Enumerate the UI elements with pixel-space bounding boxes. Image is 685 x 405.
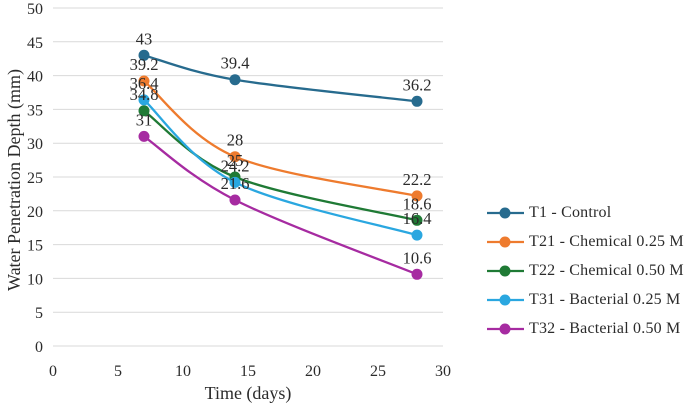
legend-label: T21 - Chemical 0.25 M	[529, 232, 684, 250]
legend-line-marker-icon	[487, 207, 524, 218]
legend-item: T31 - Bacterial 0.25 M	[486, 289, 684, 310]
legend-line-marker-icon	[487, 236, 524, 247]
data-label: 25	[227, 151, 244, 170]
data-point	[411, 214, 423, 226]
y-tick-label: 5	[35, 305, 43, 322]
data-point	[138, 49, 150, 61]
data-point	[411, 268, 423, 280]
gridlines-layer	[53, 7, 443, 347]
legend-item: T22 - Chemical 0.50 M	[486, 260, 684, 281]
data-point	[411, 229, 423, 241]
x-tick-label: 5	[114, 363, 122, 380]
data-point	[229, 176, 241, 188]
data-label: 21.6	[221, 174, 250, 193]
legend-item: T21 - Chemical 0.25 M	[486, 231, 684, 252]
data-point	[138, 94, 150, 106]
y-tick-label: 15	[27, 238, 43, 255]
y-tick-label: 40	[27, 69, 43, 86]
x-tick-label: 0	[49, 363, 57, 380]
data-label: 34.8	[130, 85, 159, 104]
x-tick-label: 25	[370, 363, 386, 380]
y-tick-label: 45	[27, 35, 43, 52]
y-tick-label: 30	[27, 136, 43, 153]
data-label: 18.6	[403, 194, 432, 213]
data-point	[229, 74, 241, 86]
data-point	[411, 95, 423, 107]
y-tick-label: 35	[27, 102, 43, 119]
y-tick-label: 25	[27, 170, 43, 187]
data-point	[138, 105, 150, 117]
data-label: 43	[136, 29, 153, 48]
series-line	[142, 109, 419, 222]
data-label: 36.4	[130, 74, 159, 93]
data-label: 31	[136, 110, 153, 129]
data-label: 16.4	[403, 209, 432, 228]
data-labels-layer: 43 39.4 36.2 39.2 28 22.2 34.8 25 18.6 36.4 24.2 16…	[130, 29, 432, 267]
series-line	[142, 135, 419, 276]
y-tick-label: 20	[27, 204, 43, 221]
series-layer	[138, 49, 423, 280]
x-tick-label: 20	[305, 363, 321, 380]
x-tick-label: 10	[175, 363, 191, 380]
series-line	[142, 79, 419, 198]
y-tick-label: 10	[27, 271, 43, 288]
data-label: 10.6	[403, 248, 432, 267]
series-line	[142, 54, 419, 103]
legend-item: T32 - Bacterial 0.50 M	[486, 318, 684, 339]
data-label: 22.2	[403, 170, 432, 189]
data-label: 28	[227, 131, 244, 150]
legend-item: T1 - Control	[486, 202, 684, 223]
x-tick-label: 30	[435, 363, 451, 380]
data-label: 39.4	[221, 54, 250, 73]
data-point	[229, 194, 241, 206]
data-point	[411, 190, 423, 202]
y-axis-title: Water Penetration Depth (mm)	[4, 69, 25, 291]
data-label: 39.2	[130, 55, 159, 74]
data-point	[229, 151, 241, 163]
legend-line-marker-icon	[487, 294, 524, 305]
legend-line-marker-icon	[487, 323, 524, 334]
x-axis-title: Time (days)	[205, 383, 292, 404]
data-point	[138, 75, 150, 87]
legend: T1 - Control T21 - Chemical 0.25 M T22 -…	[486, 202, 684, 339]
data-label: 24.2	[221, 156, 250, 175]
y-tick-label: 50	[27, 1, 43, 18]
data-point	[138, 130, 150, 142]
legend-line-marker-icon	[487, 265, 524, 276]
y-tick-label: 0	[35, 339, 43, 356]
axis-ticks-layer: 0 5 10 15 20 25 30 35 40 45 50 0 5 10 15 20 25 30	[27, 1, 451, 380]
legend-label: T1 - Control	[529, 203, 612, 221]
legend-label: T32 - Bacterial 0.50 M	[529, 319, 681, 337]
legend-label: T22 - Chemical 0.50 M	[529, 261, 684, 279]
legend-label: T31 - Bacterial 0.25 M	[529, 290, 681, 308]
data-label: 36.2	[403, 75, 432, 94]
x-tick-label: 15	[240, 363, 256, 380]
